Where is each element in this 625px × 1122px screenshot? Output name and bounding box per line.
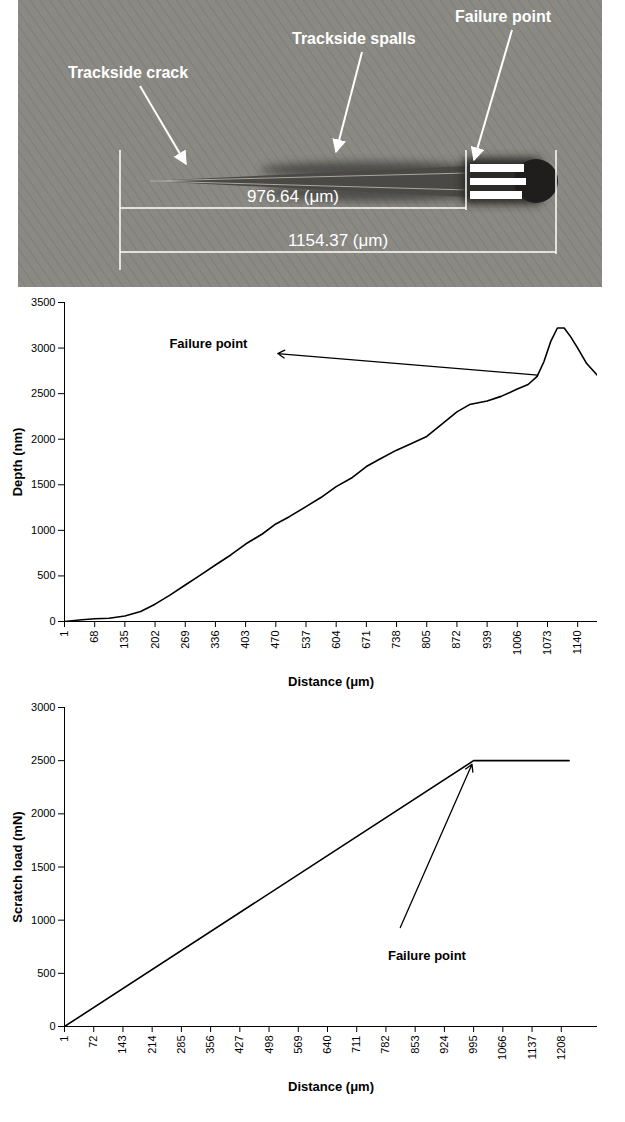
svg-text:500: 500 <box>37 569 55 581</box>
svg-text:Trackside crack: Trackside crack <box>68 64 188 81</box>
svg-text:Distance (μm): Distance (μm) <box>288 674 374 689</box>
svg-text:1066: 1066 <box>496 1036 508 1060</box>
svg-text:68: 68 <box>88 631 100 643</box>
svg-text:1208: 1208 <box>555 1036 567 1060</box>
svg-text:0: 0 <box>49 1020 55 1032</box>
svg-text:1500: 1500 <box>31 861 55 873</box>
svg-text:0: 0 <box>49 615 55 627</box>
svg-text:995: 995 <box>467 1036 479 1054</box>
svg-text:2000: 2000 <box>31 807 55 819</box>
svg-text:2000: 2000 <box>31 433 55 445</box>
svg-text:470: 470 <box>269 631 281 649</box>
svg-text:Failure point: Failure point <box>388 948 467 963</box>
svg-text:569: 569 <box>292 1036 304 1054</box>
svg-text:1: 1 <box>58 631 70 637</box>
svg-text:976.64 (μm): 976.64 (μm) <box>247 187 339 206</box>
svg-text:805: 805 <box>420 631 432 649</box>
svg-text:498: 498 <box>263 1036 275 1054</box>
svg-text:1154.37 (μm): 1154.37 (μm) <box>288 231 388 250</box>
svg-text:2500: 2500 <box>31 754 55 766</box>
svg-text:1: 1 <box>58 1036 70 1042</box>
svg-text:3000: 3000 <box>31 342 55 354</box>
svg-text:285: 285 <box>175 1036 187 1054</box>
svg-text:1000: 1000 <box>31 914 55 926</box>
svg-text:Distance (μm): Distance (μm) <box>288 1079 374 1094</box>
svg-text:403: 403 <box>239 631 251 649</box>
svg-text:269: 269 <box>179 631 191 649</box>
svg-text:Trackside spalls: Trackside spalls <box>292 30 416 47</box>
svg-text:671: 671 <box>360 631 372 649</box>
svg-text:1073: 1073 <box>541 631 553 655</box>
svg-text:3500: 3500 <box>31 296 55 308</box>
svg-text:872: 872 <box>450 631 462 649</box>
svg-text:853: 853 <box>409 1036 421 1054</box>
svg-text:356: 356 <box>204 1036 216 1054</box>
svg-text:1140: 1140 <box>571 631 583 655</box>
svg-text:782: 782 <box>379 1036 391 1054</box>
svg-text:1000: 1000 <box>31 524 55 536</box>
svg-text:1500: 1500 <box>31 478 55 490</box>
svg-text:Depth (nm): Depth (nm) <box>10 428 25 497</box>
svg-text:Scratch load (mN): Scratch load (mN) <box>10 811 25 922</box>
svg-text:Failure point: Failure point <box>455 8 552 25</box>
svg-text:500: 500 <box>37 967 55 979</box>
svg-text:202: 202 <box>149 631 161 649</box>
svg-text:336: 336 <box>209 631 221 649</box>
svg-text:2500: 2500 <box>31 387 55 399</box>
svg-text:537: 537 <box>300 631 312 649</box>
svg-text:3000: 3000 <box>31 701 55 713</box>
svg-text:135: 135 <box>118 631 130 649</box>
svg-text:939: 939 <box>481 631 493 649</box>
svg-text:738: 738 <box>390 631 402 649</box>
svg-text:143: 143 <box>116 1036 128 1054</box>
svg-text:604: 604 <box>330 631 342 649</box>
svg-text:Failure point: Failure point <box>169 336 248 351</box>
svg-text:640: 640 <box>321 1036 333 1054</box>
svg-text:72: 72 <box>87 1036 99 1048</box>
svg-text:711: 711 <box>350 1036 362 1054</box>
svg-text:427: 427 <box>233 1036 245 1054</box>
svg-text:214: 214 <box>146 1036 158 1054</box>
svg-text:1006: 1006 <box>511 631 523 655</box>
svg-text:924: 924 <box>438 1036 450 1054</box>
svg-text:1137: 1137 <box>526 1036 538 1060</box>
